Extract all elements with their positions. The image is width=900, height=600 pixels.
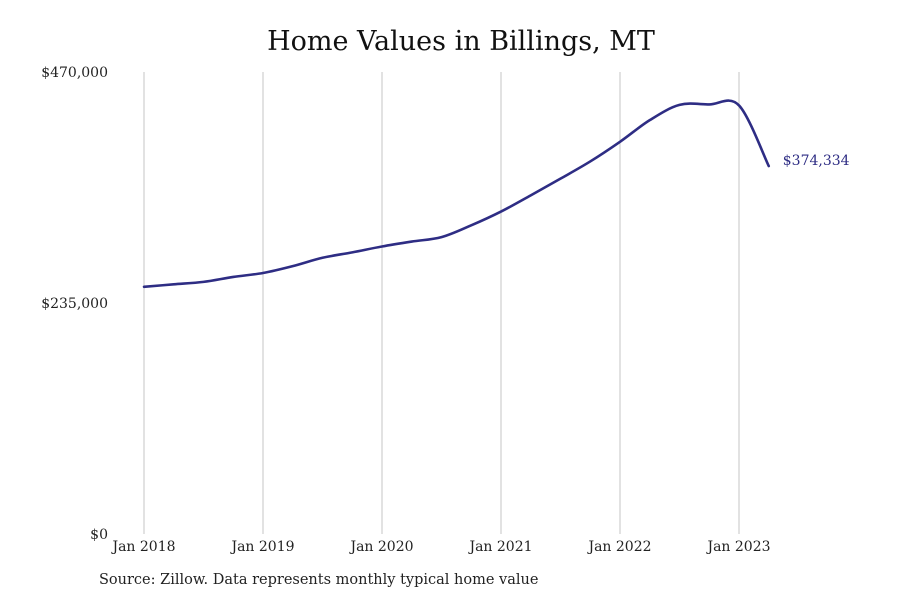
y-tick-label: $0 [90,527,108,543]
chart-title: Home Values in Billings, MT [267,26,655,57]
x-tick-label: Jan 2018 [110,539,175,555]
x-tick-label: Jan 2019 [229,539,294,555]
x-tick-label: Jan 2020 [348,539,413,555]
x-tick-label: Jan 2023 [705,539,770,555]
source-note: Source: Zillow. Data represents monthly … [99,572,539,588]
y-tick-label: $470,000 [41,65,108,81]
end-value-label: $374,334 [783,153,850,169]
series-line [142,99,771,289]
x-tick-label: Jan 2021 [467,539,532,555]
y-tick-label: $235,000 [41,296,108,312]
x-tick-label: Jan 2022 [586,539,651,555]
